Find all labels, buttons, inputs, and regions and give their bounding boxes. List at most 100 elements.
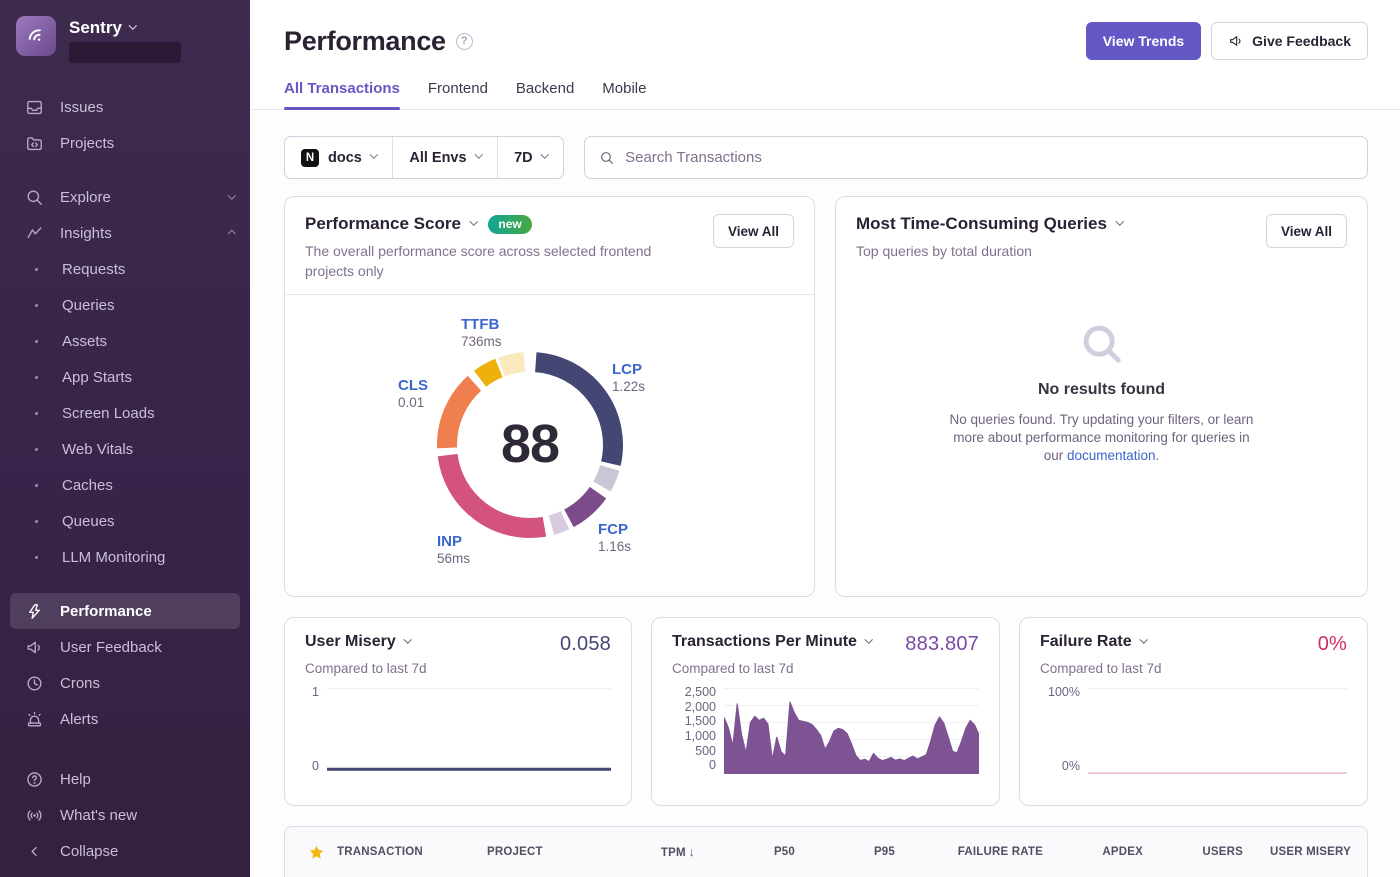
sidebar-collapse-button[interactable]: Collapse [0,833,250,869]
sentry-logo-mark [28,29,41,41]
date-range-filter-dropdown[interactable]: 7D [497,137,563,178]
star-icon [309,845,323,859]
tab-mobile[interactable]: Mobile [602,80,647,97]
sidebar-item-crons[interactable]: Crons [0,665,250,701]
most-time-consuming-queries-card: Most Time-Consuming Queries Top queries … [835,196,1368,597]
column-header-project[interactable]: PROJECT [487,846,543,858]
sidebar-item-label: Crons [60,674,101,692]
sidebar-item-label: Help [60,770,91,788]
vital-lcp: LCP 1.22s [612,360,646,395]
view-all-button[interactable]: View All [712,214,794,248]
favorite-column-header[interactable] [295,830,337,861]
vital-fcp: FCP 1.16s [598,520,632,555]
card-title: Transactions Per Minute [672,633,857,650]
column-header-users[interactable]: USERS [1202,846,1243,858]
y-axis-labels: 2,500 2,000 1,500 1,000 500 0 [684,685,716,773]
sidebar-nav: Issues Projects Explore Insights Request… [0,89,250,877]
sidebar-item-requests[interactable]: Requests [0,251,250,287]
column-header-user-misery[interactable]: USER MISERY [1269,846,1351,858]
sidebar-item-issues[interactable]: Issues [0,89,250,125]
sidebar-group-insights[interactable]: Insights [0,215,250,251]
tab-bar: All Transactions Frontend Backend Mobile [250,80,1400,110]
transactions-table-header: TRANSACTION PROJECT TPM ↓ P50 P95 FAILURE… [284,826,1368,877]
lightning-icon [24,601,44,621]
performance-score-ring-chart: 88 TTFB 736ms LCP 1.22s CLS 0.01 INP [285,293,814,586]
org-name[interactable]: Sentry [69,18,122,37]
sidebar-item-assets[interactable]: Assets [0,323,250,359]
org-subtitle-redacted [69,42,181,63]
bullet-icon [26,412,46,415]
column-header-failure-rate[interactable]: FAILURE RATE [957,846,1043,858]
search-input[interactable] [625,149,1353,166]
sentry-logo[interactable] [16,16,56,56]
column-header-transaction[interactable]: TRANSACTION [337,846,423,858]
chevron-down-icon[interactable] [469,217,478,226]
project-avatar: N [301,148,319,167]
column-header-p95[interactable]: P95 [873,846,895,858]
column-header-p50[interactable]: P50 [773,846,795,858]
tab-all-transactions[interactable]: All Transactions [284,80,400,110]
vital-ttfb: TTFB 736ms [461,315,502,350]
tpm-area-chart [724,688,979,774]
sidebar-item-llm-monitoring[interactable]: LLM Monitoring [0,539,250,575]
chevron-down-icon[interactable] [1139,635,1148,644]
sidebar-item-alerts[interactable]: Alerts [0,701,250,737]
view-trends-button[interactable]: View Trends [1085,22,1202,60]
chevron-down-icon [128,21,137,30]
help-icon[interactable]: ? [455,32,473,50]
failure-rate-value: 0% [1317,633,1347,655]
chevron-down-icon [540,150,549,159]
sidebar-item-app-starts[interactable]: App Starts [0,359,250,395]
sidebar-item-user-feedback[interactable]: User Feedback [0,629,250,665]
tab-frontend[interactable]: Frontend [427,80,488,97]
card-subtitle: Compared to last 7d [672,661,794,676]
sidebar-item-projects[interactable]: Projects [0,125,250,161]
empty-state-text: No queries found. Try updating your filt… [949,412,1254,463]
chevron-down-icon[interactable] [1115,217,1124,226]
megaphone-icon [24,637,44,657]
sidebar-group-label: Insights [60,224,112,242]
user-misery-value: 0.058 [559,633,611,655]
clock-icon [24,673,44,693]
give-feedback-button[interactable]: Give Feedback [1211,22,1368,60]
chevron-down-icon [227,191,236,200]
failure-rate-chart [1088,688,1347,774]
view-all-button[interactable]: View All [1265,214,1347,248]
chevron-down-icon[interactable] [403,635,412,644]
bullet-icon [26,484,46,487]
sidebar-item-queries[interactable]: Queries [0,287,250,323]
bullet-icon [26,556,46,559]
sidebar-item-queues[interactable]: Queues [0,503,250,539]
sidebar-item-performance[interactable]: Performance [10,593,240,629]
environment-filter-dropdown[interactable]: All Envs [392,137,497,178]
y-axis-labels: 100% 0% [1048,685,1080,773]
sidebar-item-screen-loads[interactable]: Screen Loads [0,395,250,431]
org-switcher[interactable]: Sentry [0,16,250,63]
chevron-down-icon [474,150,483,159]
sidebar-item-caches[interactable]: Caches [0,467,250,503]
search-transactions-box[interactable] [584,136,1368,179]
chevron-down-icon[interactable] [864,635,873,644]
column-header-apdex[interactable]: APDEX [1102,846,1143,858]
tab-backend[interactable]: Backend [515,80,575,97]
sidebar-item-label: Projects [60,134,115,152]
bullet-icon [26,304,46,307]
sidebar-item-label: What's new [60,806,138,824]
chevron-left-icon [24,841,44,861]
bullet-icon [26,520,46,523]
project-filter-dropdown[interactable]: N docs [285,137,392,178]
bullet-icon [26,448,46,451]
sidebar-item-help[interactable]: Help [0,761,250,797]
score-value: 88 [500,413,560,474]
sidebar-group-explore[interactable]: Explore [0,179,250,215]
sidebar-item-whats-new[interactable]: What's new [0,797,250,833]
collapse-label: Collapse [60,842,119,860]
insights-icon [24,223,44,243]
transactions-per-minute-card: Transactions Per Minute 883.807 Compared… [651,617,1000,806]
column-header-tpm[interactable]: TPM ↓ [660,845,695,859]
sidebar-item-web-vitals[interactable]: Web Vitals [0,431,250,467]
documentation-link[interactable]: documentation [1066,447,1156,463]
sidebar-item-label: Alerts [60,710,99,728]
card-title: User Misery [305,633,396,650]
user-misery-card: User Misery 0.058 Compared to last 7d 1 … [284,617,632,806]
